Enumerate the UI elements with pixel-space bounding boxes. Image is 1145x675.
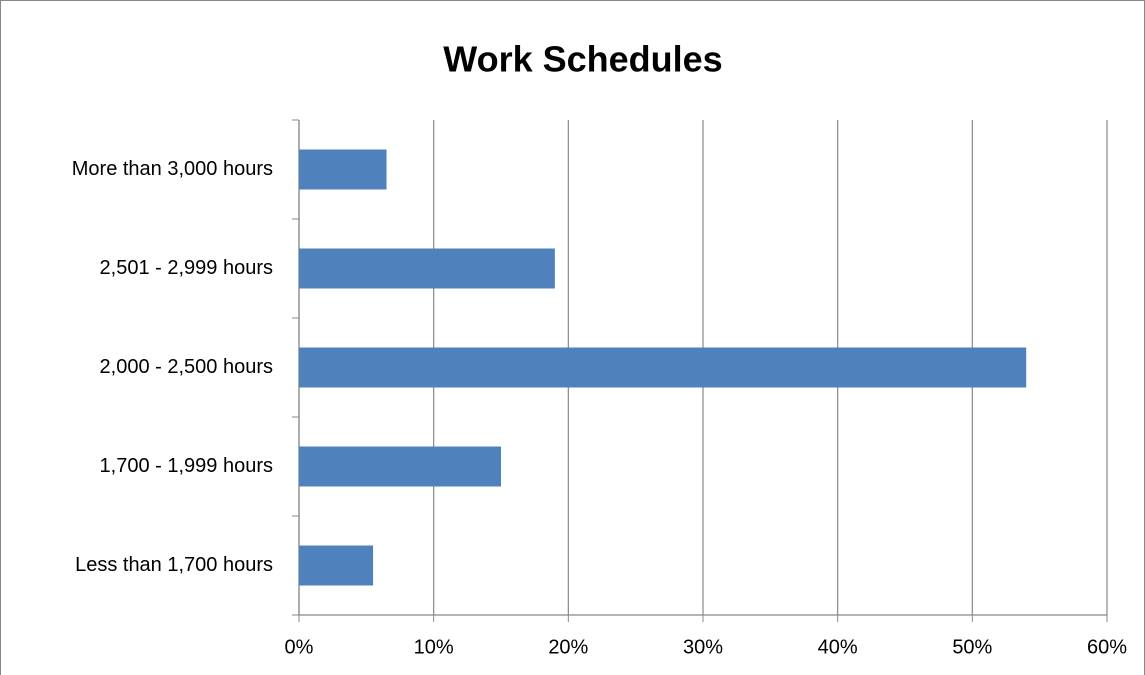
x-tick-label: 10%	[414, 636, 454, 658]
x-tick-label: 50%	[952, 636, 992, 658]
x-tick-label: 0%	[285, 636, 314, 658]
y-tick-label: 1,700 - 1,999 hours	[100, 455, 273, 477]
x-tick-label: 60%	[1087, 636, 1127, 658]
x-tick-label: 30%	[683, 636, 723, 658]
chart-title: Work Schedules	[443, 39, 722, 80]
y-tick-label: 2,501 - 2,999 hours	[100, 257, 273, 279]
y-tick-label: Less than 1,700 hours	[75, 554, 273, 576]
bar	[299, 149, 387, 190]
y-tick-label: 2,000 - 2,500 hours	[100, 356, 273, 378]
x-tick-label: 40%	[818, 636, 858, 658]
y-tick-label: More than 3,000 hours	[72, 158, 273, 180]
x-tick-label: 20%	[548, 636, 588, 658]
bar	[299, 545, 374, 586]
bar	[299, 446, 501, 487]
bar	[299, 248, 555, 289]
bar	[299, 347, 1027, 388]
